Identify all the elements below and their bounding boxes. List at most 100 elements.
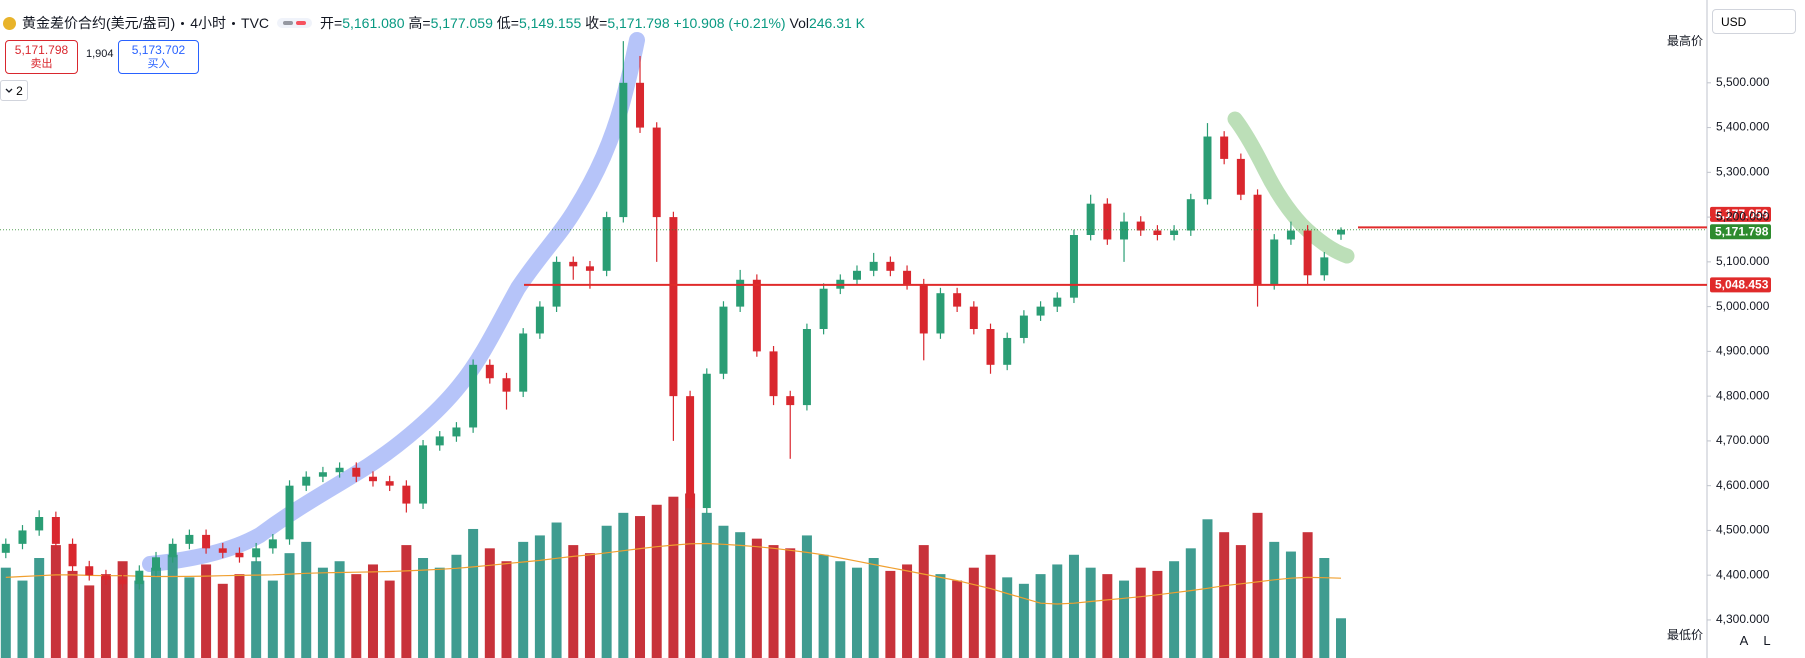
y-tick-label: 4,500.000: [1716, 523, 1770, 537]
volume-bar: [1302, 532, 1313, 658]
volume-bar: [1068, 554, 1079, 658]
candle-body: [919, 284, 928, 334]
candle-body: [1120, 221, 1129, 240]
volume-bar: [718, 525, 729, 658]
candle-body: [1053, 297, 1062, 307]
volume-bar: [1052, 564, 1063, 658]
candle-body: [736, 279, 745, 307]
candle-body: [485, 364, 494, 379]
y-tick-label: 4,900.000: [1716, 344, 1770, 358]
volume-bar: [367, 564, 378, 658]
volume-bar: [1252, 512, 1263, 658]
volume-layer: [0, 493, 1346, 658]
candle-body: [85, 566, 94, 576]
candle-body: [619, 82, 628, 218]
volume-bar: [1135, 567, 1146, 658]
candle-body: [385, 481, 394, 486]
volume-bar: [518, 541, 529, 658]
volume-bar: [468, 528, 479, 658]
candle-body: [18, 530, 27, 544]
symbol-title[interactable]: 黄金差价合约(美元/盎司): [22, 15, 176, 31]
volume-bar: [484, 548, 495, 658]
currency-select[interactable]: USD: [1712, 9, 1796, 34]
candle-body: [202, 534, 211, 549]
change: +10.908 (+0.21%): [673, 15, 786, 31]
volume-bar: [1285, 551, 1296, 658]
volume-bar: [902, 564, 913, 658]
candle-body: [1286, 230, 1295, 240]
sell-price: 5,171.798: [14, 43, 69, 57]
candle-body: [1069, 235, 1078, 298]
candle-body: [1170, 230, 1179, 235]
volume-bar: [601, 525, 612, 658]
volume-bar: [501, 561, 512, 658]
high-tag: 最高价: [1664, 31, 1707, 50]
level-layer: 5,177.059 5,171.798 5,048.453: [0, 206, 1771, 293]
volume-bar: [451, 554, 462, 658]
volume-bar: [701, 512, 712, 658]
volume-bar: [1185, 548, 1196, 658]
auto-scale-button[interactable]: A: [1739, 632, 1749, 648]
volume-bar: [84, 585, 95, 658]
volume-bar: [50, 545, 61, 658]
buy-button[interactable]: 5,173.702 买入: [118, 40, 199, 74]
close-label: 收=: [585, 15, 608, 31]
volume-bar: [401, 545, 412, 658]
spread: 1,904: [86, 48, 114, 60]
volume-bar: [434, 567, 445, 658]
currency: USD: [1721, 14, 1747, 29]
volume-bar: [685, 493, 696, 658]
candle-body: [936, 293, 945, 334]
sell-button[interactable]: 5,171.798 卖出: [5, 40, 78, 74]
candle-body: [602, 217, 611, 271]
volume-bar: [851, 567, 862, 658]
candle-body: [502, 378, 511, 392]
candle-body: [252, 548, 261, 558]
candle-body: [469, 364, 478, 428]
volume-value: 246.31 K: [808, 15, 866, 31]
candle-body: [636, 82, 645, 128]
candle-body: [1320, 257, 1329, 276]
volume-bar: [1085, 567, 1096, 658]
volume-bar: [151, 567, 162, 658]
volume-bar: [1119, 580, 1130, 658]
candle-body: [1019, 315, 1028, 338]
volume-bar: [1018, 583, 1029, 658]
volume-bar: [418, 558, 429, 658]
candle-body: [185, 534, 194, 544]
sell-label: 卖出: [30, 58, 53, 70]
candle-body: [1, 543, 10, 553]
candle-body: [452, 427, 461, 437]
volume-bar: [768, 545, 779, 658]
indicator-toggle[interactable]: 2: [0, 80, 28, 101]
candle-body: [852, 270, 861, 280]
volume-bar: [184, 577, 195, 658]
log-scale-button[interactable]: L: [1763, 632, 1771, 648]
y-tick-label: 4,700.000: [1716, 433, 1770, 447]
volume-bar: [34, 558, 45, 658]
pill-icon: [296, 21, 307, 25]
candle-body: [1236, 158, 1245, 195]
candle-body: [235, 552, 244, 558]
candle-body: [702, 373, 711, 509]
volume-bar: [751, 538, 762, 658]
price-level-label: 5,171.798: [1715, 224, 1769, 238]
candle-body: [1086, 203, 1095, 235]
candle-body: [519, 333, 528, 392]
price-level-tag: [1710, 277, 1771, 293]
candle-body: [903, 270, 912, 285]
interval[interactable]: 4小时: [190, 15, 227, 31]
candle-body: [1186, 199, 1195, 231]
price-layer: [1, 41, 1345, 590]
volume-bar: [635, 516, 646, 658]
chart-type-pill[interactable]: [277, 18, 313, 28]
pill-icon: [283, 21, 294, 25]
candle-body: [318, 472, 327, 477]
candle-body: [1270, 239, 1279, 285]
volume-bar: [1336, 618, 1346, 658]
candle-body: [285, 485, 294, 540]
volume-bar: [785, 548, 796, 658]
volume-bar: [668, 496, 679, 658]
volume-bar: [167, 554, 178, 658]
